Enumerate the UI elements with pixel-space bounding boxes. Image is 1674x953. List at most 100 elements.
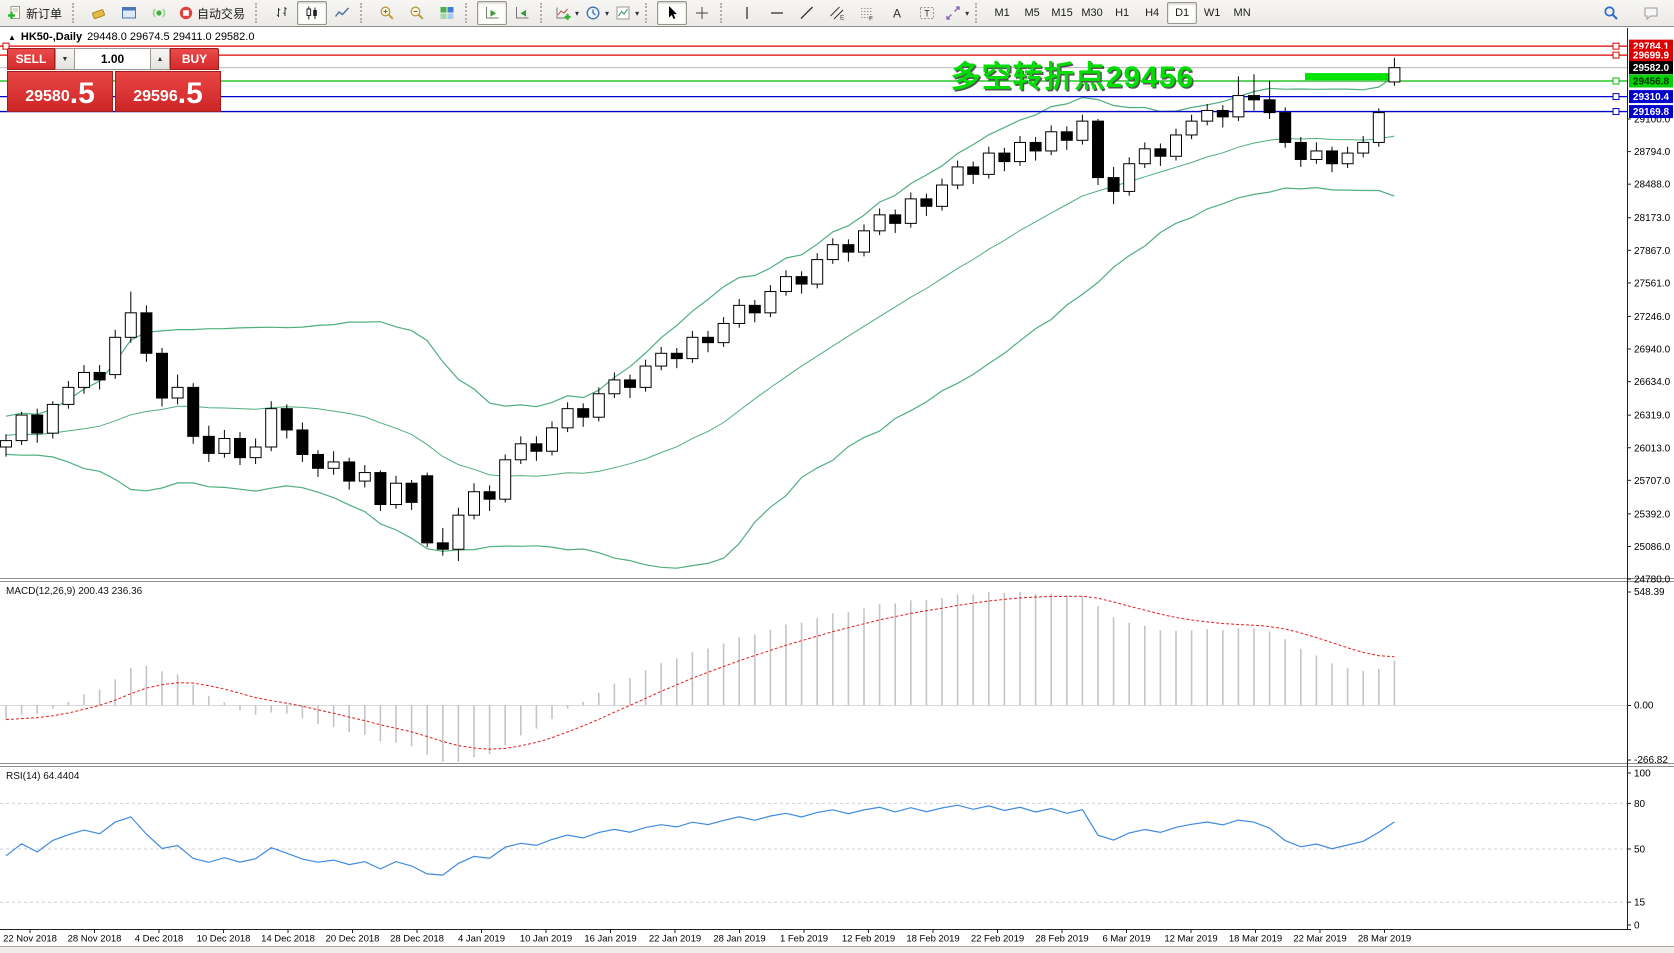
buy-button[interactable]: BUY bbox=[170, 48, 219, 70]
svg-text:T: T bbox=[924, 9, 930, 19]
auto-scroll-button[interactable] bbox=[477, 1, 508, 25]
candle-body bbox=[280, 408, 293, 431]
candle-body bbox=[858, 230, 870, 253]
text-label-button[interactable]: T bbox=[912, 1, 942, 25]
terminal-button[interactable] bbox=[114, 1, 144, 25]
candle-body bbox=[46, 403, 59, 434]
price-label-text: 29169.8 bbox=[1633, 107, 1670, 118]
new-order-button[interactable]: 新订单 bbox=[3, 1, 69, 25]
auto-trading-button[interactable]: 自动交易 bbox=[174, 1, 252, 25]
vertical-line-button[interactable] bbox=[732, 1, 762, 25]
chart-shift-button[interactable] bbox=[507, 1, 537, 25]
candle-body bbox=[452, 514, 465, 550]
candle-body bbox=[717, 322, 730, 344]
trendline-button[interactable] bbox=[792, 1, 822, 25]
zoom-in-button[interactable] bbox=[372, 1, 402, 25]
date-label: 12 Mar 2019 bbox=[1164, 934, 1217, 945]
timeframe-d1[interactable]: D1 bbox=[1167, 2, 1198, 24]
arrows-button[interactable]: ▾ bbox=[942, 1, 972, 25]
candle-body bbox=[78, 371, 90, 388]
candle-body bbox=[889, 214, 902, 224]
level-marker[interactable] bbox=[1612, 93, 1620, 101]
level-marker[interactable] bbox=[1612, 77, 1620, 85]
level-marker[interactable] bbox=[2, 42, 10, 50]
bollinger-middle-band bbox=[5, 135, 1395, 477]
price-tick-label: 29100.0 bbox=[1634, 115, 1671, 126]
bid-frac: .5 bbox=[69, 77, 95, 110]
page-plus-icon bbox=[8, 6, 20, 19]
candle-body bbox=[296, 429, 309, 455]
volume-down-button[interactable]: ▼ bbox=[55, 48, 75, 70]
templates-button[interactable]: ▾ bbox=[612, 1, 642, 25]
arrows-icon bbox=[946, 6, 960, 20]
rsi-indicator-label: RSI(14) 64.4404 bbox=[6, 771, 80, 782]
ask-price[interactable]: 29596.5 bbox=[115, 71, 221, 112]
price-label-text: 29456.8 bbox=[1633, 77, 1670, 88]
equidistant-channel-button[interactable]: E bbox=[822, 1, 852, 25]
price-tick-label: 26634.0 bbox=[1634, 377, 1671, 388]
chat-icon bbox=[1644, 7, 1658, 21]
candle-body bbox=[218, 437, 231, 454]
channel-icon: E bbox=[830, 6, 845, 22]
date-label: 22 Nov 2018 bbox=[3, 934, 57, 945]
indicators-button[interactable]: ▾ bbox=[552, 1, 582, 25]
date-label: 28 Nov 2018 bbox=[68, 934, 122, 945]
timeframe-w1[interactable]: W1 bbox=[1203, 7, 1221, 19]
chat-button[interactable] bbox=[1636, 1, 1666, 25]
crosshair-button[interactable] bbox=[687, 1, 717, 25]
bar-chart-button[interactable] bbox=[267, 1, 297, 25]
timeframe-h4[interactable]: H4 bbox=[1145, 7, 1160, 19]
fibonacci-button[interactable]: F bbox=[852, 1, 882, 25]
price-label-chip bbox=[1629, 61, 1673, 75]
level-marker[interactable] bbox=[1612, 51, 1620, 59]
candle-body bbox=[733, 304, 746, 324]
candle-body bbox=[639, 365, 652, 388]
search-button[interactable] bbox=[1596, 1, 1626, 25]
window-bottom-edge bbox=[0, 946, 1674, 953]
periods-button[interactable]: ▾ bbox=[582, 1, 612, 25]
candle-body bbox=[811, 259, 824, 285]
candle-body bbox=[1357, 141, 1370, 154]
timeframe-m15[interactable]: M15 bbox=[1051, 7, 1073, 19]
svg-text:E: E bbox=[840, 15, 845, 22]
timeframe-m5[interactable]: M5 bbox=[1024, 7, 1040, 19]
toolbar-separator bbox=[645, 3, 654, 23]
candle-body bbox=[1216, 109, 1229, 118]
cursor-button[interactable] bbox=[657, 1, 688, 25]
timeframe-h1[interactable]: H1 bbox=[1115, 7, 1130, 19]
tile-windows-button[interactable] bbox=[432, 1, 462, 25]
timeframe-m1[interactable]: M1 bbox=[994, 7, 1010, 19]
candle-body bbox=[421, 475, 434, 544]
price-tick-label: 25707.0 bbox=[1634, 476, 1671, 487]
signal-button[interactable] bbox=[144, 1, 174, 25]
candle-body bbox=[1372, 112, 1385, 143]
ohlc-values: 29448.0 29674.5 29411.0 29582.0 bbox=[87, 31, 255, 43]
level-marker[interactable] bbox=[1612, 108, 1620, 116]
date-label: 4 Jan 2019 bbox=[458, 934, 505, 945]
toolbar-separator bbox=[465, 3, 474, 23]
chart-annotation-text[interactable]: 多空转折点29456 bbox=[950, 61, 1195, 94]
collapse-arrow-icon[interactable]: ▲ bbox=[8, 32, 16, 42]
volume-input[interactable]: 1.00 bbox=[75, 48, 150, 70]
bid-price[interactable]: 29580.5 bbox=[7, 71, 113, 112]
eraser-button[interactable] bbox=[84, 1, 114, 25]
horizontal-line-button[interactable] bbox=[762, 1, 792, 25]
zoom-out-button[interactable] bbox=[402, 1, 432, 25]
highlight-trendline[interactable] bbox=[1305, 73, 1390, 81]
candle-body bbox=[842, 244, 855, 253]
line-chart-button[interactable] bbox=[327, 1, 357, 25]
candle-body bbox=[15, 414, 28, 442]
sell-button[interactable]: SELL bbox=[7, 48, 55, 70]
candle-body bbox=[780, 276, 792, 293]
toolbar-separator bbox=[720, 3, 729, 23]
candle-body bbox=[140, 312, 153, 354]
timeframe-mn[interactable]: MN bbox=[1233, 7, 1251, 19]
text-button[interactable]: A bbox=[882, 1, 912, 25]
candle-body bbox=[982, 152, 995, 175]
candlestick-chart-button[interactable] bbox=[297, 1, 328, 25]
candle-body bbox=[202, 435, 215, 454]
volume-up-button[interactable]: ▲ bbox=[150, 48, 170, 70]
zoom-out-icon bbox=[410, 6, 424, 20]
timeframe-m30[interactable]: M30 bbox=[1081, 7, 1103, 19]
level-marker[interactable] bbox=[1612, 42, 1620, 50]
